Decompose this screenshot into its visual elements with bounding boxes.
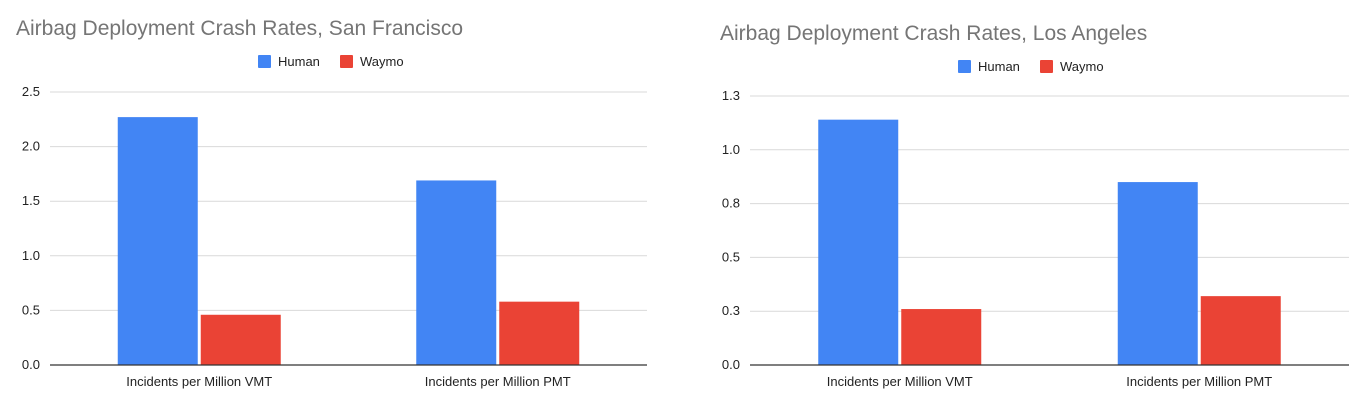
chart-title: Airbag Deployment Crash Rates, Los Angel… — [720, 22, 1147, 45]
y-tick-label: 2.5 — [22, 84, 40, 99]
x-category-label: Incidents per Million PMT — [425, 374, 571, 389]
legend-label-human: Human — [978, 59, 1020, 74]
y-tick-label: 0.5 — [722, 249, 740, 264]
y-tick-label: 0.5 — [22, 302, 40, 317]
chart-title: Airbag Deployment Crash Rates, San Franc… — [16, 17, 463, 40]
bar-waymo — [499, 301, 580, 365]
bar-human — [117, 117, 198, 365]
legend-swatch-human — [958, 60, 971, 73]
bar-human — [1117, 182, 1198, 365]
y-tick-label: 0.0 — [722, 357, 740, 372]
legend-swatch-human — [258, 55, 271, 68]
y-tick-label: 0.8 — [722, 196, 740, 211]
bar-waymo — [200, 314, 281, 365]
bar-human — [818, 119, 899, 365]
y-tick-label: 1.0 — [22, 248, 40, 263]
legend-label-waymo: Waymo — [360, 54, 404, 69]
legend-swatch-waymo — [1040, 60, 1053, 73]
y-tick-label: 0.0 — [22, 357, 40, 372]
bar-waymo — [1200, 296, 1281, 365]
y-tick-label: 1.5 — [22, 193, 40, 208]
legend-label-waymo: Waymo — [1060, 59, 1104, 74]
chart-los-angeles: Airbag Deployment Crash Rates, Los Angel… — [720, 22, 1349, 389]
y-tick-label: 1.0 — [722, 142, 740, 157]
y-tick-label: 2.0 — [22, 139, 40, 154]
bar-waymo — [901, 309, 982, 365]
y-tick-label: 0.3 — [722, 303, 740, 318]
legend-swatch-waymo — [340, 55, 353, 68]
chart-san-francisco: Airbag Deployment Crash Rates, San Franc… — [16, 17, 647, 389]
x-category-label: Incidents per Million VMT — [126, 374, 272, 389]
x-category-label: Incidents per Million PMT — [1126, 374, 1272, 389]
x-category-label: Incidents per Million VMT — [827, 374, 973, 389]
y-tick-label: 1.3 — [722, 88, 740, 103]
bar-human — [416, 180, 497, 365]
legend-label-human: Human — [278, 54, 320, 69]
